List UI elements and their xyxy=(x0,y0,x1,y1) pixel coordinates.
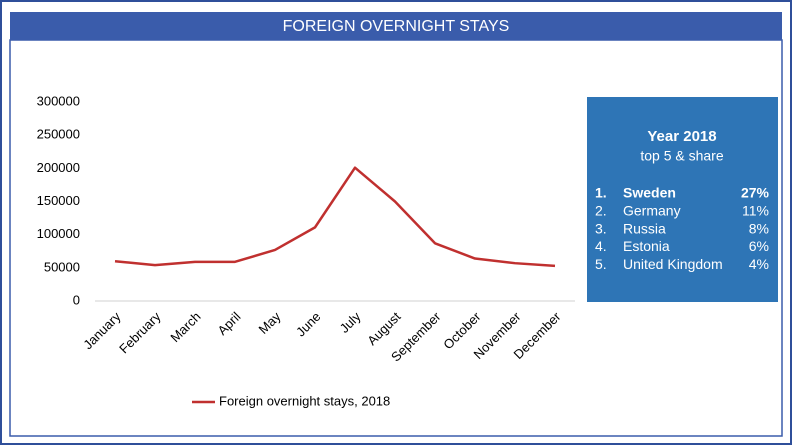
panel-rank: 1. xyxy=(595,185,607,201)
y-tick-label: 250000 xyxy=(37,127,80,142)
y-tick-label: 50000 xyxy=(44,259,80,274)
panel-share: 4% xyxy=(749,256,769,272)
panel-rank: 3. xyxy=(595,220,607,236)
panel-rank: 5. xyxy=(595,256,607,272)
panel-share: 27% xyxy=(741,185,770,201)
panel-name: Sweden xyxy=(623,185,676,201)
panel-name: Germany xyxy=(623,203,681,219)
panel-name: Estonia xyxy=(623,238,670,254)
inner-frame xyxy=(9,39,783,437)
panel-subtitle: top 5 & share xyxy=(640,148,723,164)
panel-rank: 2. xyxy=(595,203,607,219)
panel-rank: 4. xyxy=(595,238,607,254)
title-bar xyxy=(10,12,782,40)
panel-share: 8% xyxy=(749,220,769,236)
y-tick-label: 100000 xyxy=(37,226,80,241)
y-tick-label: 150000 xyxy=(37,193,80,208)
panel xyxy=(587,97,778,302)
chart-title: FOREIGN OVERNIGHT STAYS xyxy=(283,18,510,35)
panel-title: Year 2018 xyxy=(647,128,716,145)
panel-name: United Kingdom xyxy=(623,256,723,272)
panel-share: 11% xyxy=(742,203,769,219)
data-line xyxy=(114,166,556,268)
panel-name: Russia xyxy=(623,220,666,236)
legend-label: Foreign overnight stays, 2018 xyxy=(219,393,390,408)
panel-share: 6% xyxy=(749,238,769,254)
y-tick-label: 0 xyxy=(73,292,80,307)
y-tick-label: 200000 xyxy=(37,160,80,175)
y-tick-label: 300000 xyxy=(37,93,80,108)
